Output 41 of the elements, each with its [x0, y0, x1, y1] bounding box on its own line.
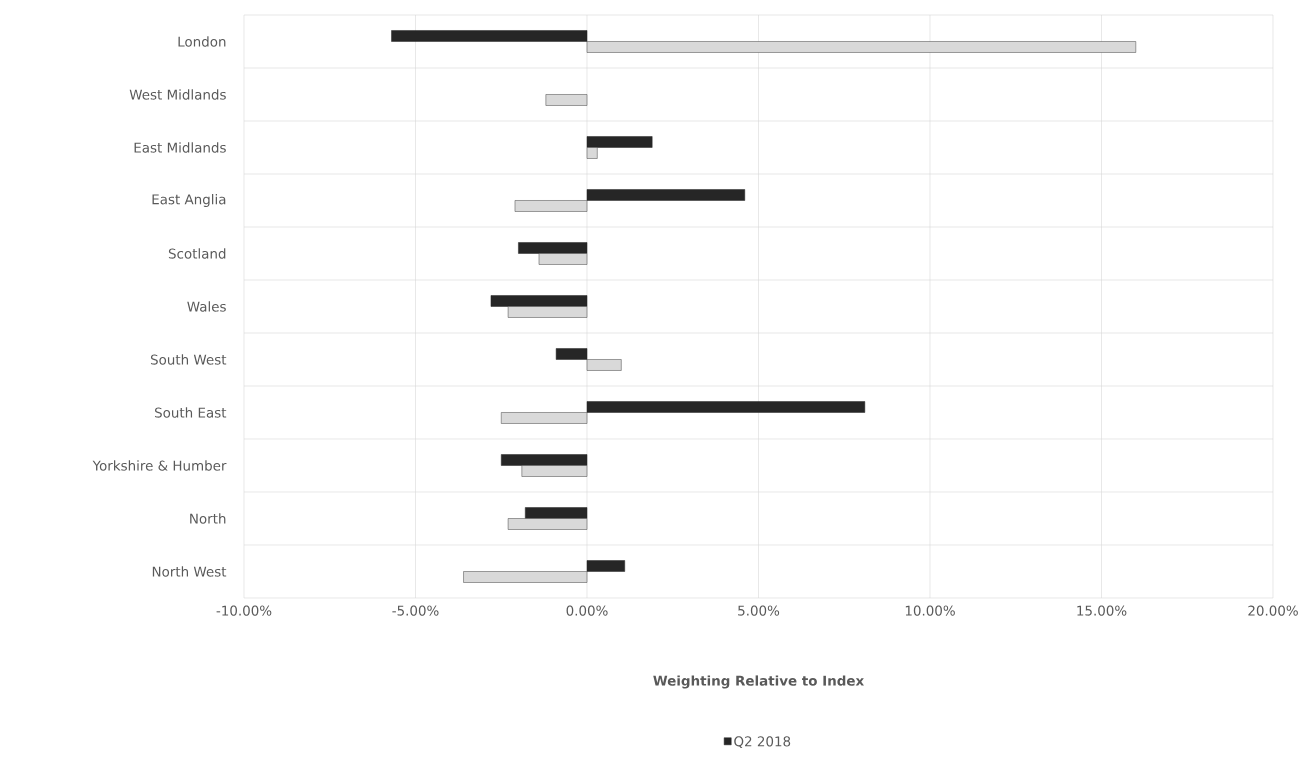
bar	[507, 306, 588, 318]
bar	[501, 412, 588, 424]
bar	[490, 295, 588, 307]
bar	[463, 571, 588, 583]
bar	[586, 147, 598, 159]
y-tick-label: West Midlands	[129, 89, 226, 100]
y-tick-label: North West	[152, 566, 227, 577]
y-tick-label: London	[178, 36, 226, 47]
x-tick-label: 20.00%	[1248, 605, 1298, 616]
bar	[545, 94, 588, 106]
bar	[391, 30, 588, 42]
x-tick-label: -10.00%	[216, 605, 272, 616]
bar	[555, 348, 588, 360]
bar	[525, 507, 588, 519]
y-tick-label: South East	[154, 407, 227, 418]
bar	[521, 465, 588, 477]
y-tick-label: Wales	[187, 301, 226, 312]
x-tick-label: 10.00%	[905, 605, 955, 616]
bar	[586, 189, 746, 201]
x-tick-label: 15.00%	[1077, 605, 1127, 616]
y-tick-label: East Anglia	[152, 193, 226, 207]
y-tick-label: Yorkshire & Humber	[92, 460, 227, 471]
bar	[586, 401, 866, 413]
bar	[514, 200, 588, 212]
x-axis-title: Weighting Relative to Index	[653, 675, 864, 689]
y-tick-label: North	[190, 513, 226, 524]
bar	[501, 454, 588, 466]
y-tick-label: Scotland	[168, 248, 226, 259]
y-tick-label: South West	[150, 354, 227, 365]
bar	[507, 518, 588, 530]
bar	[538, 253, 588, 265]
y-tick-label: East Midlands	[134, 142, 226, 153]
x-tick-label: 5.00%	[738, 605, 780, 616]
bar	[586, 359, 622, 371]
bar	[586, 560, 625, 572]
legend-label: Q2 2018	[734, 736, 791, 748]
x-tick-label: -5.00%	[392, 605, 439, 616]
bar	[586, 41, 1137, 53]
bar	[586, 136, 653, 148]
bar	[518, 242, 588, 254]
x-tick-label: 0.00%	[566, 605, 608, 616]
